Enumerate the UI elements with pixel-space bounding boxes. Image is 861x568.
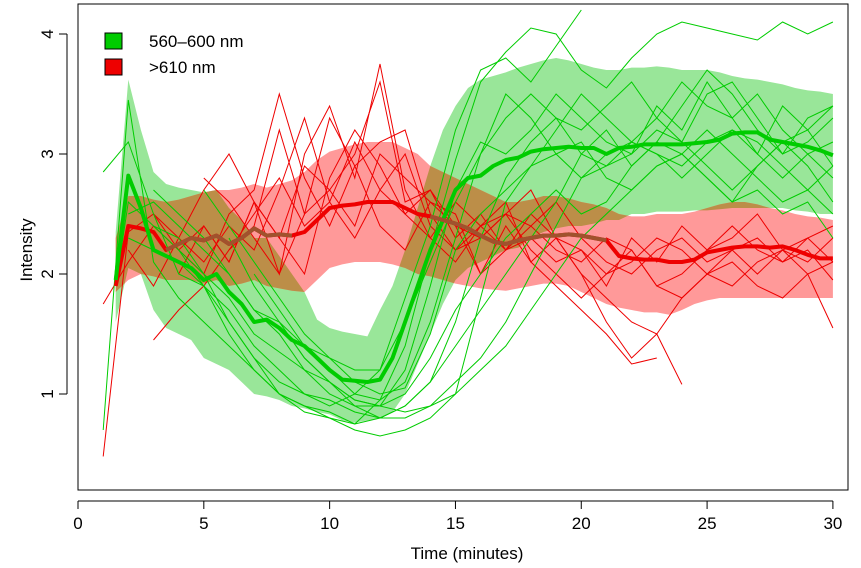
legend: 560–600 nm >610 nm [104,32,244,77]
y-tick-label-1: 1 [38,389,57,398]
mean-line-610nm-overlap-1 [165,226,293,252]
trace-610nm-2 [102,92,834,305]
x-axis-title: Time (minutes) [411,544,524,563]
y-axis-title: Intensity [17,218,36,282]
y-tick-label-2: 2 [38,269,57,278]
x-tick-label-5: 5 [199,514,208,533]
axes: 0 5 10 15 20 25 30 1 2 3 4 [38,3,849,533]
y-tick-label-4: 4 [38,29,57,38]
mean-line-560-600nm [113,130,834,384]
mean-line-610nm-overlap-2 [429,214,607,246]
trace-560-600nm-6 [153,81,834,437]
x-tick-label-10: 10 [320,514,339,533]
legend-label-1: 560–600 nm [149,32,244,51]
x-tick-label-25: 25 [698,514,717,533]
trace-560-600nm-3 [115,81,834,407]
x-tick-label-15: 15 [446,514,465,533]
legend-swatch-1 [104,32,123,50]
trace-610nm-7 [203,153,834,299]
mean-lines [113,130,834,384]
legend-swatch-2 [104,58,123,76]
x-tick-label-20: 20 [572,514,591,533]
trace-560-600nm-12 [278,129,834,419]
y-tick-label-3: 3 [38,149,57,158]
plot-frame [77,3,849,491]
trace-560-600nm-1 [102,21,834,431]
x-tick-label-30: 30 [823,514,842,533]
trace-560-600nm-8 [178,69,834,425]
trace-560-600nm-5 [128,81,834,419]
legend-label-2: >610 nm [149,58,216,77]
x-tick-label-0: 0 [73,514,82,533]
